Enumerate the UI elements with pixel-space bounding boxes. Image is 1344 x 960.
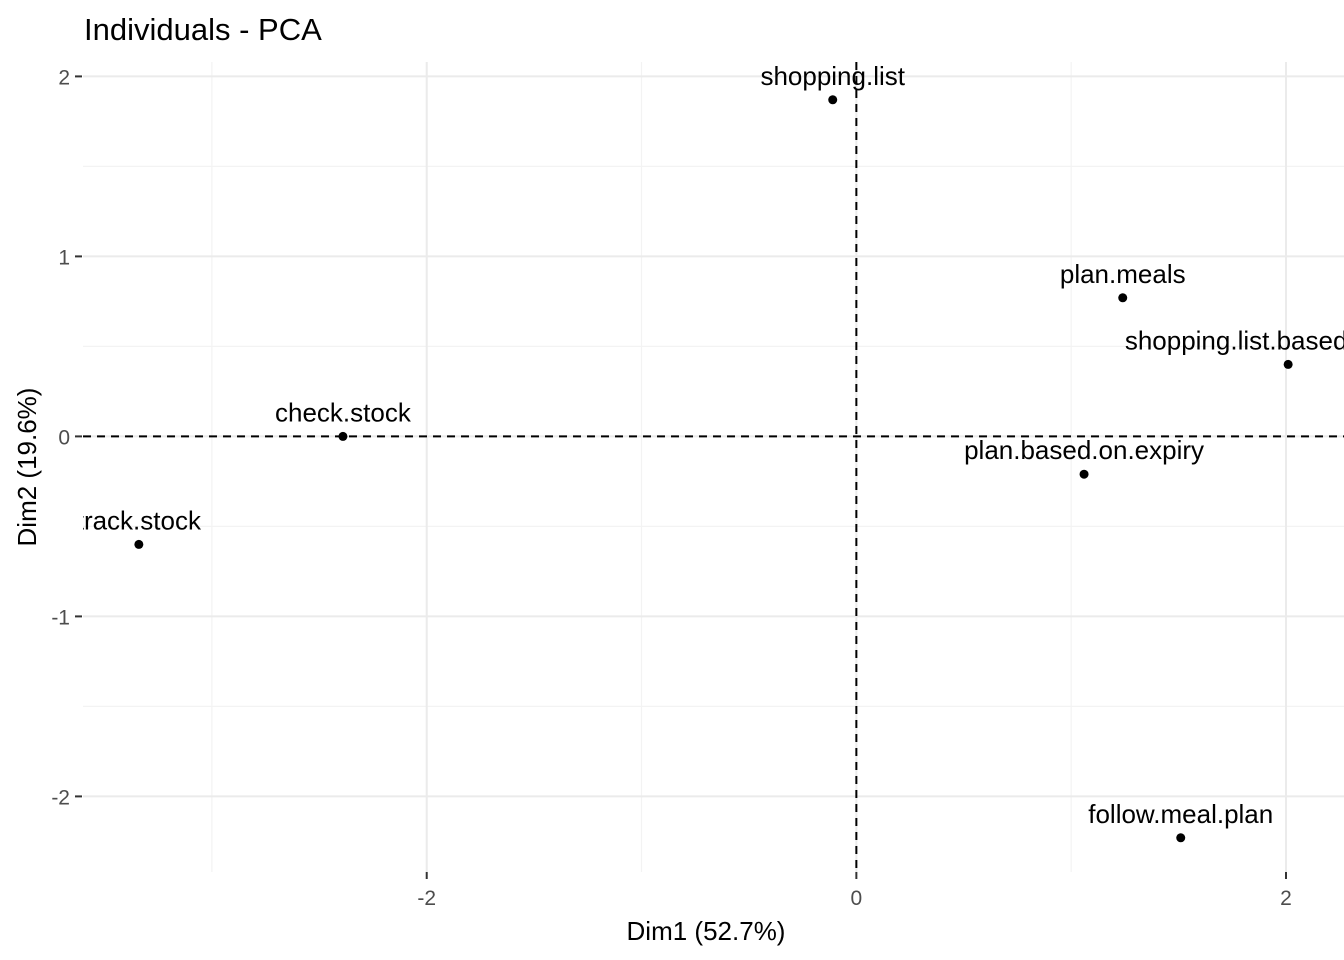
y-axis-title: Dim2 (19.6%) [12, 388, 42, 547]
data-points [134, 95, 1293, 843]
point-label: shopping.list [760, 61, 905, 91]
point-label: track.stock [77, 505, 202, 535]
data-point [1118, 293, 1128, 303]
point-label: plan.meals [1060, 259, 1186, 289]
x-axis-title: Dim1 (52.7%) [627, 916, 786, 946]
data-point [828, 95, 838, 105]
data-point [1079, 469, 1089, 479]
chart-title: Individuals - PCA [84, 12, 322, 47]
x-axis-ticks: -2 0 2 [417, 872, 1292, 910]
point-label: shopping.list.based.on.stock [1125, 325, 1344, 355]
data-point [1283, 359, 1293, 369]
point-label: plan.based.on.expiry [964, 435, 1204, 465]
x-tick-label: 2 [1280, 887, 1292, 910]
data-point [1176, 833, 1186, 843]
y-tick-label: -2 [51, 786, 70, 809]
y-tick-label: 2 [58, 66, 70, 89]
x-tick-label: -2 [417, 887, 436, 910]
data-point [134, 539, 144, 549]
point-labels: shopping.list plan.meals shopping.list.bas… [77, 61, 1344, 829]
data-point [338, 431, 348, 441]
y-tick-label: 0 [58, 426, 70, 449]
y-tick-label: 1 [58, 246, 70, 269]
y-axis-ticks: -2 -1 0 1 2 [51, 66, 82, 809]
point-label: follow.meal.plan [1088, 799, 1273, 829]
y-tick-label: -1 [51, 606, 70, 629]
x-tick-label: 0 [851, 887, 863, 910]
reference-lines [83, 62, 1344, 872]
point-label: check.stock [275, 397, 412, 427]
grid-lines [83, 62, 1344, 872]
